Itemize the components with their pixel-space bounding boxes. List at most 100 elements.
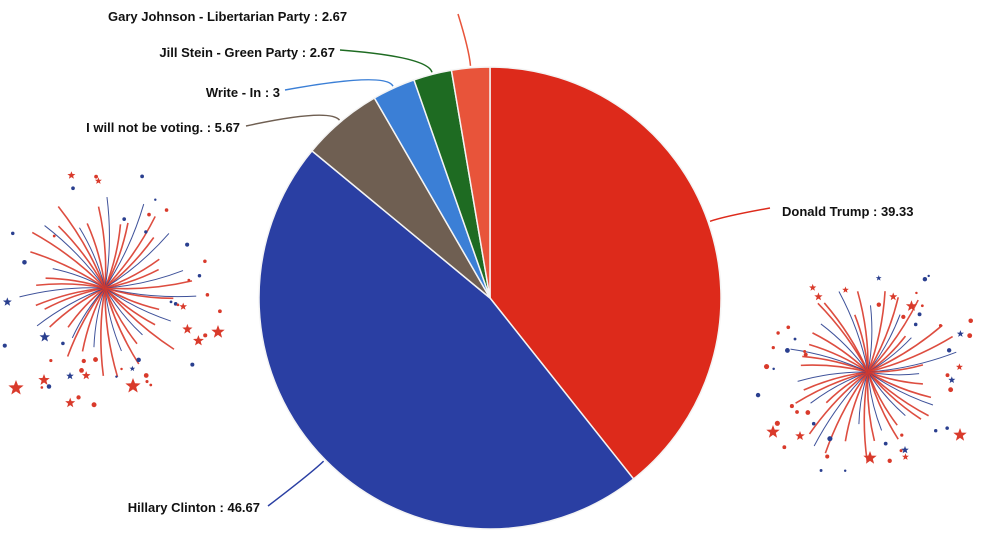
firework-spark [843,469,847,472]
firework-spark [927,274,930,278]
firework-spark [22,259,27,265]
firework-spark [789,404,794,409]
star-icon [948,376,956,383]
firework-ray [67,287,106,328]
star-icon [889,292,898,301]
firework-ray [100,287,106,376]
firework-spark [79,368,84,373]
firework-ray [104,287,174,300]
firework-ray [867,297,900,373]
leader-line [267,460,325,507]
firework-ray [104,237,155,289]
firework-spark [81,358,86,364]
firework-spark [793,337,797,341]
firework-ray [790,348,869,373]
firework-ray [824,371,869,454]
firework-spark [40,386,44,389]
star-icon [81,371,91,380]
firework-spark [140,174,144,179]
label-gary-johnson: Gary Johnson - Libertarian Party : 2.67 [108,9,347,24]
firework-ray [104,203,145,289]
firework-spark [945,373,950,378]
star-icon [863,451,877,464]
firework-spark [827,436,833,442]
star-icon [179,302,187,310]
firework-ray [838,291,869,373]
firework-spark [149,383,153,387]
star-icon [67,171,76,179]
firework-ray [104,258,160,289]
star-icon [8,380,24,395]
star-icon [39,331,50,342]
firework-ray [45,277,106,289]
firework-spark [205,293,210,297]
firework-spark [147,212,151,217]
firework-spark [948,387,954,393]
firework-spark [819,469,823,472]
firework-spark [786,325,791,330]
firework-spark [771,345,775,350]
firework-ray [797,371,869,382]
firework-spark [782,445,787,450]
firework-ray [97,206,107,289]
firework-spark [763,364,770,370]
firework-ray [35,287,106,307]
firework-ray [825,371,869,404]
firework-ray [867,305,873,373]
firework-spark [145,379,149,384]
firework-spark [136,357,141,363]
firework-spark [91,402,97,408]
leader-line [284,79,394,91]
firework-spark [785,348,790,353]
star-icon [766,425,780,438]
firework-spark [197,274,202,278]
firework-spark [46,384,52,389]
firework-spark [968,318,973,324]
firework-spark [899,449,903,453]
firework-ray [867,371,899,440]
firework-ray [867,324,943,373]
firework-spark [52,234,56,238]
firework-ray [800,364,869,373]
firework-ray [104,268,160,289]
firework-spark [122,217,127,221]
firework-ray [104,287,171,322]
firework-spark [144,230,148,234]
pie-slice-gary-johnson-libertarian-party [450,66,491,299]
star-icon [795,431,805,440]
firework-spark [164,208,169,212]
label-jill-stein: Jill Stein - Green Party : 2.67 [159,45,335,60]
firework-spark [811,421,816,426]
firework-ray [808,371,869,435]
firework-ray [81,287,106,352]
firework-spark [805,410,811,415]
firework-ray [863,371,869,462]
firework-ray [867,364,924,373]
firework-spark [945,426,949,430]
firework-ray [31,231,106,289]
firework-spark [967,333,973,339]
star-icon [125,378,141,393]
firework-spark [922,276,928,282]
firework-ray [44,225,106,289]
firework-ray [104,270,184,289]
firework-ray [867,371,922,420]
firework-spark [173,302,178,306]
firework-ray [104,233,170,289]
firework-ray [104,287,119,378]
firework-spark [883,441,888,446]
firework-spark [203,333,208,338]
firework-ray [86,223,106,289]
firework-ray [19,287,106,298]
firework-spark [93,357,98,363]
label-write-in: Write - In : 3 [206,85,280,100]
star-icon [65,397,76,408]
firework-ray [867,291,886,373]
firework-spark [900,433,904,437]
pie-slices [258,66,722,530]
star-icon [129,365,136,372]
firework-spark [803,352,808,357]
leader-line [245,114,341,127]
firework-spark [774,420,780,426]
firework-ray [93,287,106,348]
